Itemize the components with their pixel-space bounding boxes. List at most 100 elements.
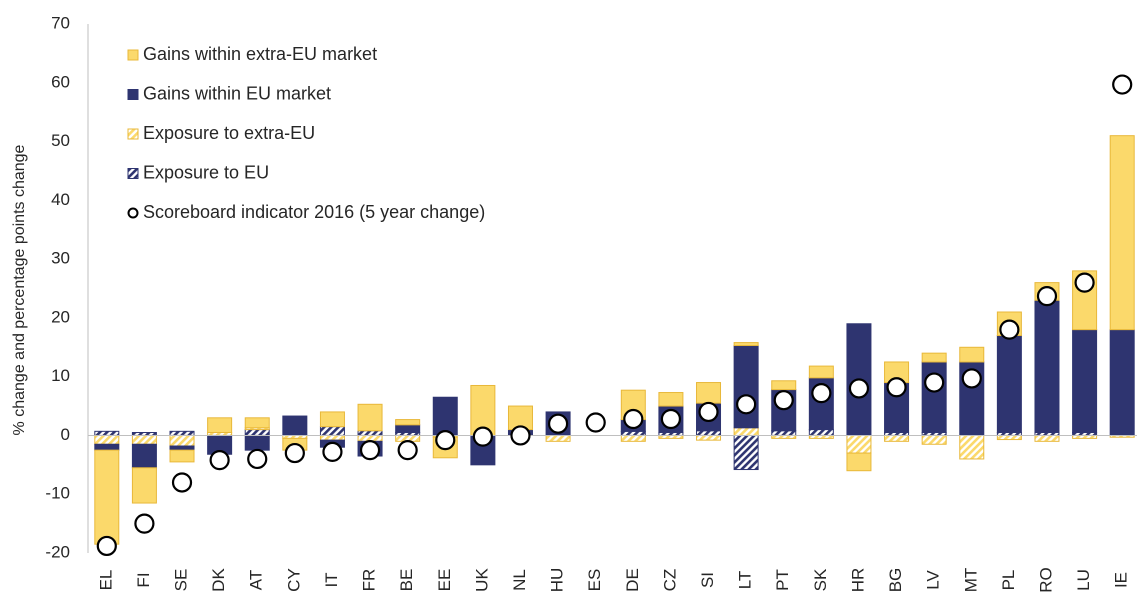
bar-segment bbox=[620, 430, 646, 436]
x-tick-label: IT bbox=[322, 572, 341, 587]
bar-segment bbox=[808, 365, 834, 379]
y-tick-label: 70 bbox=[51, 13, 70, 32]
bar-segment bbox=[733, 434, 759, 471]
legend-label: Gains within EU market bbox=[143, 83, 331, 103]
bar-segment bbox=[771, 430, 797, 436]
x-tick-label: DE bbox=[623, 568, 642, 592]
bar-segment bbox=[696, 434, 722, 441]
indicator-marker bbox=[1112, 74, 1133, 95]
indicator-marker bbox=[585, 412, 606, 433]
x-tick-label: PT bbox=[773, 569, 792, 591]
indicator-marker bbox=[736, 394, 757, 415]
y-tick-label: 0 bbox=[61, 425, 70, 444]
bar-segment bbox=[207, 417, 233, 434]
x-tick-label: FI bbox=[134, 572, 153, 587]
x-tick-label: UK bbox=[472, 568, 491, 592]
bar-segment bbox=[131, 434, 157, 445]
legend-swatch bbox=[127, 89, 139, 100]
x-tick-label: RO bbox=[1036, 567, 1055, 593]
bar-segment bbox=[169, 434, 195, 447]
legend-swatch bbox=[127, 49, 139, 61]
bar-segment bbox=[319, 434, 345, 441]
bar-segment bbox=[1109, 329, 1135, 436]
bar-segment bbox=[319, 426, 345, 436]
bar-segment bbox=[1109, 135, 1135, 331]
x-tick-label: AT bbox=[247, 570, 266, 590]
bar-segment bbox=[94, 449, 120, 545]
indicator-marker bbox=[924, 372, 945, 393]
y-axis-label: % change and percentage points change bbox=[11, 144, 28, 435]
x-tick-label: EE bbox=[435, 569, 454, 592]
x-tick-label: FR bbox=[360, 569, 379, 592]
x-tick-label: HU bbox=[548, 568, 567, 593]
bar-segment bbox=[395, 424, 421, 434]
y-tick-label: 20 bbox=[51, 307, 70, 326]
bar-segment bbox=[395, 419, 421, 426]
indicator-marker bbox=[999, 319, 1020, 340]
indicator-marker bbox=[397, 440, 418, 461]
indicator-marker bbox=[322, 441, 343, 463]
indicator-marker bbox=[773, 390, 794, 411]
x-tick-label: SE bbox=[172, 569, 191, 592]
indicator-marker bbox=[811, 383, 832, 404]
bar-segment bbox=[658, 392, 684, 407]
bar-segment bbox=[996, 335, 1022, 434]
bar-segment bbox=[921, 434, 947, 445]
legend-label: Exposure to EU bbox=[143, 162, 269, 182]
bar-segment bbox=[733, 427, 759, 436]
bar-segment bbox=[733, 345, 759, 429]
bar-segment bbox=[696, 430, 722, 436]
x-tick-label: SK bbox=[811, 568, 830, 591]
bar-segment bbox=[244, 434, 270, 451]
y-tick-label: 40 bbox=[51, 190, 70, 209]
x-tick-label: EL bbox=[96, 570, 115, 591]
indicator-marker bbox=[247, 448, 268, 470]
indicator-marker bbox=[623, 408, 644, 430]
bar-segment bbox=[282, 415, 308, 436]
bar-segment bbox=[319, 411, 345, 428]
bar-segment bbox=[169, 449, 195, 463]
bar-segment bbox=[733, 342, 759, 347]
x-tick-label: BG bbox=[886, 568, 905, 593]
bar-segment bbox=[131, 467, 157, 504]
bar-segment bbox=[620, 434, 646, 442]
bar-segment bbox=[357, 403, 383, 432]
indicator-marker bbox=[96, 535, 117, 557]
y-tick-label: 60 bbox=[51, 72, 70, 91]
bar-segment bbox=[959, 346, 985, 363]
bar-segment bbox=[846, 434, 872, 454]
bar-segment bbox=[959, 434, 985, 460]
x-tick-label: CZ bbox=[660, 569, 679, 592]
legend-marker bbox=[127, 207, 139, 219]
bar-segment bbox=[244, 429, 270, 436]
x-tick-label: DK bbox=[209, 568, 228, 592]
legend-label: Gains within extra-EU market bbox=[143, 44, 377, 64]
bar-segment bbox=[696, 382, 722, 404]
x-tick-label: LU bbox=[1074, 569, 1093, 591]
bar-segment bbox=[846, 452, 872, 472]
x-tick-label: PL bbox=[999, 570, 1018, 591]
x-tick-label: ES bbox=[585, 569, 604, 592]
indicator-marker bbox=[359, 440, 381, 461]
x-tick-label: MT bbox=[961, 568, 980, 593]
bar-segment bbox=[771, 380, 797, 391]
bar-segment bbox=[808, 429, 834, 436]
indicator-marker bbox=[848, 378, 870, 399]
bar-segment bbox=[1072, 329, 1098, 434]
y-tick-label: -20 bbox=[45, 542, 70, 561]
x-tick-label: NL bbox=[510, 569, 529, 591]
bar-segment bbox=[1034, 299, 1060, 434]
y-tick-label: 50 bbox=[51, 131, 70, 150]
legend-swatch bbox=[127, 128, 139, 140]
indicator-marker bbox=[472, 426, 493, 447]
bar-segment bbox=[244, 417, 270, 429]
indicator-marker bbox=[961, 368, 982, 389]
y-tick-label: -10 bbox=[45, 484, 70, 503]
indicator-marker bbox=[284, 442, 305, 464]
legend-label: Scoreboard indicator 2016 (5 year change… bbox=[143, 202, 485, 222]
indicator-marker bbox=[886, 377, 907, 398]
bar-segment bbox=[432, 396, 458, 436]
x-tick-label: HR bbox=[848, 568, 867, 593]
indicator-marker bbox=[435, 430, 456, 451]
